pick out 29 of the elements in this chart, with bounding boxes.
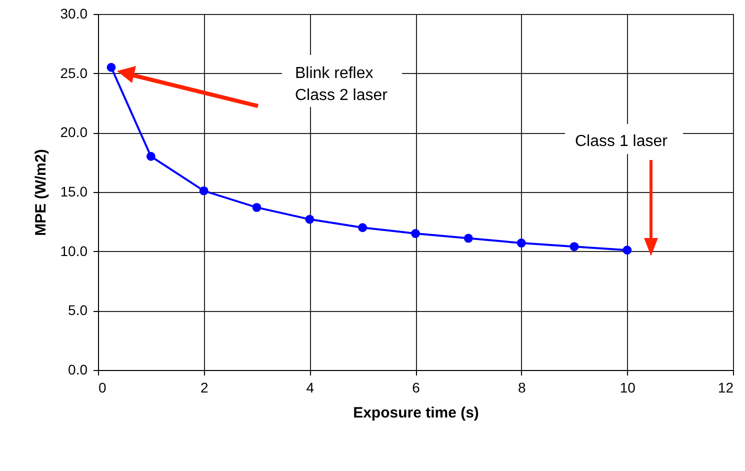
x-tick-label: 12 bbox=[718, 380, 734, 396]
point bbox=[106, 62, 116, 72]
point bbox=[516, 238, 526, 248]
y-tick-label: 0.0 bbox=[68, 362, 88, 378]
y-tick-label: 25.0 bbox=[60, 64, 88, 81]
annotation: Class 1 laser bbox=[575, 133, 668, 150]
x-tick-label: 0 bbox=[98, 380, 106, 396]
x-tick-label: 8 bbox=[518, 380, 526, 396]
point bbox=[358, 223, 368, 232]
y-tick-label: 20.0 bbox=[60, 124, 88, 140]
point bbox=[252, 202, 262, 212]
x-tick-label: 6 bbox=[412, 380, 420, 396]
point bbox=[411, 229, 420, 238]
x-axis-title: Exposure time (s) bbox=[353, 404, 479, 422]
y-tick-label: 15.0 bbox=[60, 184, 88, 200]
point bbox=[146, 152, 156, 161]
x-tick-label: 2 bbox=[200, 380, 208, 396]
point bbox=[199, 186, 208, 196]
y-axis-title: MPE (W/m2) bbox=[32, 149, 50, 236]
y-tick-label: 30.0 bbox=[60, 6, 88, 22]
y-tick-label: 5.0 bbox=[68, 302, 88, 318]
point bbox=[570, 242, 579, 252]
point bbox=[622, 246, 632, 255]
x-tick-label: 4 bbox=[306, 380, 314, 396]
annotation: Blink reflex Class 2 laser bbox=[295, 65, 388, 104]
x-tick-label: 10 bbox=[620, 380, 636, 396]
point bbox=[305, 214, 314, 224]
y-tick-label: 10.0 bbox=[60, 242, 88, 259]
point bbox=[464, 234, 473, 243]
